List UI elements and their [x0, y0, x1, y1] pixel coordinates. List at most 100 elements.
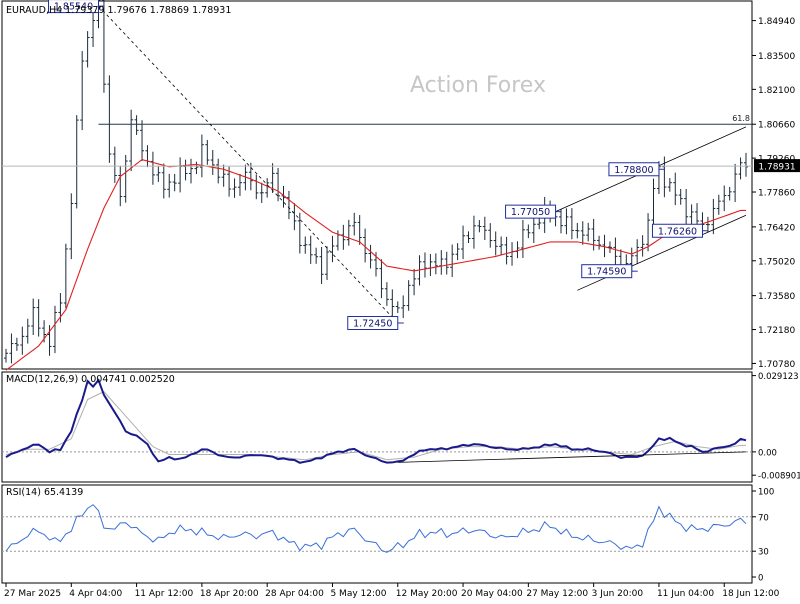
price-bar: [281, 185, 286, 208]
annotation-label: 1.85540: [54, 2, 93, 13]
rsi-panel: 100 70 30 0: [2, 488, 774, 584]
price-annotation: 1.85540: [48, 0, 105, 14]
price-bar: [499, 236, 504, 255]
price-bar: [401, 295, 406, 319]
price-bar: [194, 161, 199, 175]
price-bar: [14, 337, 19, 351]
price-bar: [493, 231, 498, 256]
moving-average: [5, 158, 746, 371]
price-bar: [91, 11, 96, 48]
time-tick-label: 27 May 12:00: [526, 589, 588, 599]
macd-title: MACD(12,26,9) 0.004741 0.002520: [6, 374, 175, 385]
price-bar: [433, 253, 438, 275]
time-tick-label: 3 Jun 20:00: [592, 589, 644, 599]
time-tick-label: 12 May 20:00: [396, 589, 458, 599]
price-tick-label: 1.75020: [758, 257, 795, 267]
price-bar: [439, 250, 444, 275]
price-annotation: 1.77050: [505, 204, 562, 219]
price-bar: [303, 236, 308, 254]
price-bar: [520, 219, 525, 258]
price-tick-label: 1.80660: [758, 121, 795, 131]
price-bar: [466, 231, 471, 243]
price-bar: [352, 212, 357, 236]
price-bar: [259, 182, 264, 203]
price-bar: [428, 253, 433, 277]
macd-tick-label: -0.008901: [758, 472, 800, 482]
price-bar: [112, 146, 117, 183]
dashed-trendline: [98, 5, 399, 324]
last-price-bg: [754, 159, 800, 173]
price-bar: [80, 51, 85, 131]
price-bar: [4, 348, 8, 363]
panel-frame-0: [1, 0, 753, 370]
price-bar: [189, 158, 193, 184]
price-tick-label: 1.72180: [758, 326, 795, 336]
rsi-tick-label: 30: [758, 548, 769, 558]
price-bar: [52, 305, 57, 354]
annotation-label: 1.76260: [658, 226, 697, 237]
price-bar: [580, 221, 585, 245]
price-bar: [308, 235, 313, 264]
price-bar: [673, 172, 678, 206]
annotation-label: 1.77050: [511, 207, 550, 218]
price-bar: [379, 259, 384, 299]
last-price-label: 1.78931: [758, 163, 795, 173]
price-bar: [613, 237, 618, 267]
price-bar: [471, 215, 476, 249]
price-bar: [526, 224, 531, 239]
rsi-line: [5, 504, 747, 553]
price-bar: [390, 289, 395, 317]
price-bars: [4, 0, 748, 364]
panel-frame-2: [1, 484, 753, 584]
price-bar: [150, 151, 155, 185]
price-bar: [586, 222, 591, 242]
price-bar: [341, 224, 346, 250]
price-bar: [292, 203, 297, 231]
price-bar: [422, 252, 427, 278]
price-bar: [156, 165, 161, 182]
price-bar: [705, 216, 710, 233]
time-tick-label: 11 Jun 04:00: [657, 589, 714, 599]
price-bar: [444, 251, 449, 275]
price-bar: [254, 174, 259, 200]
price-bar: [9, 333, 14, 364]
price-bar: [504, 236, 509, 265]
price-bar: [591, 218, 596, 251]
macd-trendline: [397, 451, 747, 463]
macd-panel: 0.029123 0.00 -0.008901: [2, 372, 800, 482]
price-bar: [237, 173, 242, 196]
price-bar: [140, 120, 145, 161]
time-tick-label: 28 Apr 04:00: [265, 589, 324, 599]
price-tick-label: 1.76420: [758, 223, 795, 233]
price-bar: [368, 244, 373, 269]
price-bar: [738, 157, 743, 180]
fib-61-8-label: 61.8: [732, 114, 750, 123]
price-bar: [297, 212, 302, 254]
price-bar: [531, 214, 536, 243]
price-bar: [276, 167, 281, 202]
price-axis-ticks: 1.849401.835001.821001.806601.792601.778…: [752, 17, 800, 370]
price-bar: [559, 209, 563, 234]
price-annotation: 1.76260: [651, 223, 709, 238]
price-tick-label: 1.77860: [758, 189, 795, 199]
price-bar: [564, 208, 569, 235]
price-bar: [569, 208, 574, 240]
macd-main-line: [5, 378, 747, 464]
time-axis: 27 Mar 2025 4 Apr 04:00 11 Apr 12:00 18 Apr…: [4, 583, 780, 599]
macd-tick-label: 0.00: [758, 448, 777, 458]
price-bar: [31, 298, 36, 335]
price-tick-label: 1.84940: [758, 17, 795, 27]
price-bar: [199, 134, 204, 178]
price-bar: [248, 162, 253, 191]
price-bar: [101, 0, 106, 93]
price-bar: [722, 185, 727, 212]
time-tick-label: 18 Apr 20:00: [200, 589, 259, 599]
annotation-label: 1.78800: [614, 165, 653, 176]
price-bar: [20, 326, 25, 355]
price-bar: [172, 173, 177, 192]
price-tick-label: 1.82100: [758, 86, 795, 96]
price-bar: [477, 220, 482, 233]
price-bar: [684, 189, 689, 227]
price-bar: [510, 242, 515, 266]
